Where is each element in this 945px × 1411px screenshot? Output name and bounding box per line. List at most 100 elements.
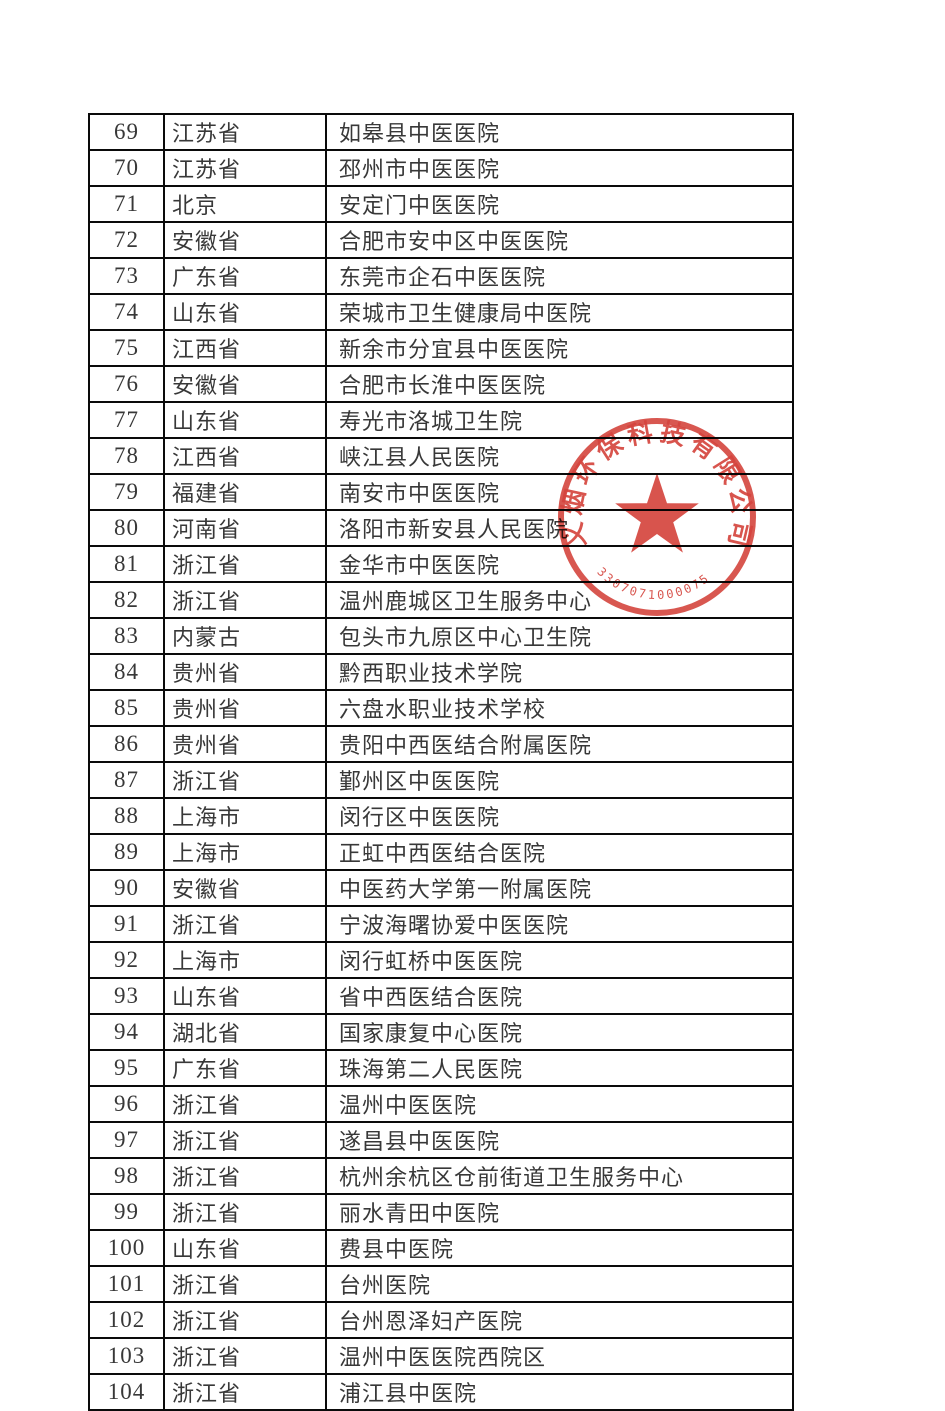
cell-province: 广东省 [163,257,327,295]
cell-province: 山东省 [163,1229,327,1267]
table-row: 74 山东省 荣城市卫生健康局中医院 [88,293,794,331]
cell-hospital-name: 遂昌县中医医院 [325,1121,794,1159]
cell-province: 浙江省 [163,1121,327,1159]
cell-province: 安徽省 [163,365,327,403]
table-row: 92 上海市 闵行虹桥中医医院 [88,941,794,979]
cell-hospital-name: 洛阳市新安县人民医院 [325,509,794,547]
cell-hospital-name: 东莞市企石中医医院 [325,257,794,295]
table-row: 95 广东省 珠海第二人民医院 [88,1049,794,1087]
table-row: 75 江西省 新余市分宜县中医医院 [88,329,794,367]
cell-province: 安徽省 [163,869,327,907]
cell-province: 湖北省 [163,1013,327,1051]
table-row: 83 内蒙古 包头市九原区中心卫生院 [88,617,794,655]
cell-hospital-name: 合肥市安中区中医医院 [325,221,794,259]
cell-hospital-name: 省中西医结合医院 [325,977,794,1015]
table-row: 87 浙江省 鄞州区中医医院 [88,761,794,799]
cell-hospital-name: 闵行虹桥中医医院 [325,941,794,979]
cell-province: 浙江省 [163,1265,327,1303]
cell-hospital-name: 宁波海曙协爱中医医院 [325,905,794,943]
cell-hospital-name: 台州医院 [325,1265,794,1303]
cell-row-number: 84 [88,653,165,691]
cell-hospital-name: 荣城市卫生健康局中医院 [325,293,794,331]
cell-hospital-name: 包头市九原区中心卫生院 [325,617,794,655]
cell-row-number: 93 [88,977,165,1015]
cell-province: 浙江省 [163,1301,327,1339]
table-row: 78 江西省 峡江县人民医院 [88,437,794,475]
cell-row-number: 101 [88,1265,165,1303]
cell-row-number: 76 [88,365,165,403]
table-row: 85 贵州省 六盘水职业技术学校 [88,689,794,727]
cell-province: 上海市 [163,833,327,871]
cell-hospital-name: 温州中医医院西院区 [325,1337,794,1375]
cell-hospital-name: 台州恩泽妇产医院 [325,1301,794,1339]
cell-province: 江西省 [163,329,327,367]
cell-row-number: 94 [88,1013,165,1051]
cell-row-number: 104 [88,1373,165,1411]
table-row: 84 贵州省 黔西职业技术学院 [88,653,794,691]
cell-province: 内蒙古 [163,617,327,655]
cell-row-number: 90 [88,869,165,907]
cell-row-number: 82 [88,581,165,619]
table-row: 102 浙江省 台州恩泽妇产医院 [88,1301,794,1339]
cell-row-number: 78 [88,437,165,475]
cell-hospital-name: 国家康复中心医院 [325,1013,794,1051]
table-row: 103 浙江省 温州中医医院西院区 [88,1337,794,1375]
cell-hospital-name: 峡江县人民医院 [325,437,794,475]
cell-hospital-name: 金华市中医医院 [325,545,794,583]
cell-hospital-name: 南安市中医医院 [325,473,794,511]
cell-hospital-name: 浦江县中医院 [325,1373,794,1411]
table-row: 104 浙江省 浦江县中医院 [88,1373,794,1411]
cell-hospital-name: 安定门中医医院 [325,185,794,223]
cell-province: 河南省 [163,509,327,547]
cell-province: 浙江省 [163,1337,327,1375]
table-row: 80 河南省 洛阳市新安县人民医院 [88,509,794,547]
cell-row-number: 81 [88,545,165,583]
cell-row-number: 75 [88,329,165,367]
cell-hospital-name: 寿光市洛城卫生院 [325,401,794,439]
cell-province: 江苏省 [163,113,327,151]
cell-row-number: 70 [88,149,165,187]
table-row: 76 安徽省 合肥市长淮中医医院 [88,365,794,403]
cell-province: 江西省 [163,437,327,475]
cell-row-number: 85 [88,689,165,727]
table-row: 97 浙江省 遂昌县中医医院 [88,1121,794,1159]
table-row: 69 江苏省 如皋县中医医院 [88,113,794,151]
cell-province: 广东省 [163,1049,327,1087]
table-row: 88 上海市 闵行区中医医院 [88,797,794,835]
cell-province: 福建省 [163,473,327,511]
cell-province: 浙江省 [163,1373,327,1411]
cell-row-number: 98 [88,1157,165,1195]
hospital-table: 69 江苏省 如皋县中医医院 70 江苏省 邳州市中医医院 71 北京 安定门中医医院 72 安徽省… [88,113,794,1411]
table-row: 99 浙江省 丽水青田中医院 [88,1193,794,1231]
table-row: 94 湖北省 国家康复中心医院 [88,1013,794,1051]
table-row: 100 山东省 费县中医院 [88,1229,794,1267]
table-row: 77 山东省 寿光市洛城卫生院 [88,401,794,439]
table-row: 90 安徽省 中医药大学第一附属医院 [88,869,794,907]
cell-hospital-name: 闵行区中医医院 [325,797,794,835]
cell-hospital-name: 六盘水职业技术学校 [325,689,794,727]
table-row: 72 安徽省 合肥市安中区中医医院 [88,221,794,259]
cell-hospital-name: 温州鹿城区卫生服务中心 [325,581,794,619]
cell-row-number: 83 [88,617,165,655]
cell-row-number: 77 [88,401,165,439]
table-row: 82 浙江省 温州鹿城区卫生服务中心 [88,581,794,619]
cell-province: 浙江省 [163,1157,327,1195]
cell-hospital-name: 中医药大学第一附属医院 [325,869,794,907]
cell-row-number: 87 [88,761,165,799]
cell-row-number: 91 [88,905,165,943]
cell-province: 江苏省 [163,149,327,187]
table-row: 79 福建省 南安市中医医院 [88,473,794,511]
table-row: 91 浙江省 宁波海曙协爱中医医院 [88,905,794,943]
cell-row-number: 74 [88,293,165,331]
cell-hospital-name: 新余市分宜县中医医院 [325,329,794,367]
cell-hospital-name: 正虹中西医结合医院 [325,833,794,871]
cell-row-number: 80 [88,509,165,547]
cell-row-number: 95 [88,1049,165,1087]
cell-province: 浙江省 [163,761,327,799]
table-row: 96 浙江省 温州中医医院 [88,1085,794,1123]
cell-province: 浙江省 [163,1085,327,1123]
table-row: 93 山东省 省中西医结合医院 [88,977,794,1015]
cell-hospital-name: 如皋县中医医院 [325,113,794,151]
cell-row-number: 69 [88,113,165,151]
cell-row-number: 79 [88,473,165,511]
